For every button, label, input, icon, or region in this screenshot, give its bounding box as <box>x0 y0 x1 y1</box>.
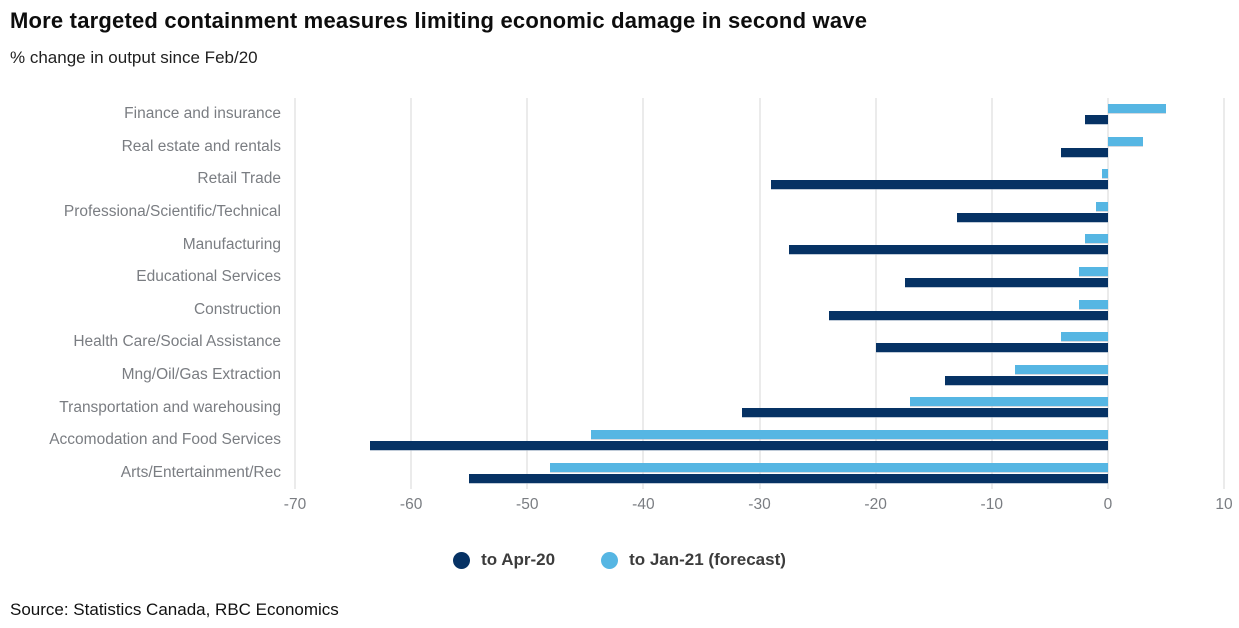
bar-jan-educational-services <box>1078 267 1108 276</box>
x-tick--70: -70 <box>283 496 307 514</box>
legend-label: to Apr-20 <box>481 550 556 570</box>
legend: to Apr-20 to Jan-21 (forecast) <box>10 550 1229 570</box>
bar-jan-mng-oil-gas-extraction <box>1014 364 1108 374</box>
bar-apr-accomodation-and-food-services <box>370 441 1108 450</box>
bar-group-finance-and-insurance <box>295 98 1224 131</box>
bar-group-real-estate-and-rentals <box>295 131 1224 164</box>
bar-jan-retail-trade <box>1102 169 1108 179</box>
x-tick-10: 10 <box>1215 496 1233 514</box>
source-note: Source: Statistics Canada, RBC Economics <box>10 600 339 620</box>
bar-jan-construction <box>1078 299 1108 309</box>
x-axis: -70 -60 -50 -40 -30 -20 -10 0 10 <box>284 496 1233 518</box>
category-label-professiona-scientific-technical: Professiona/Scientific/Technical <box>63 203 281 221</box>
category-label-mng-oil-gas-extraction: Mng/Oil/Gas Extraction <box>121 366 281 384</box>
bar-apr-transportation-and-warehousing <box>742 408 1108 418</box>
category-label-accomodation-and-food-services: Accomodation and Food Services <box>49 431 281 449</box>
x-tick--30: -30 <box>748 496 771 514</box>
x-tick--10: -10 <box>980 496 1003 514</box>
bar-group-educational-services <box>295 261 1224 294</box>
legend-swatch-icon <box>601 551 619 569</box>
category-label-finance-and-insurance: Finance and insurance <box>124 105 281 123</box>
bar-apr-mng-oil-gas-extraction <box>945 375 1108 385</box>
gridline--50 <box>526 98 529 489</box>
chart-title: More targeted containment measures limit… <box>10 8 868 33</box>
bar-jan-finance-and-insurance <box>1107 104 1166 113</box>
category-label-educational-services: Educational Services <box>136 268 281 286</box>
plot-area <box>294 98 1225 490</box>
bar-group-retail-trade <box>295 163 1224 196</box>
bar-apr-construction <box>829 310 1108 320</box>
x-tick--40: -40 <box>632 496 655 514</box>
category-label-health-care-social-assistance: Health Care/Social Assistance <box>73 333 281 351</box>
gridline--40 <box>642 98 645 489</box>
x-tick--50: -50 <box>516 496 539 514</box>
bar-jan-arts-entertainment-rec <box>550 462 1108 472</box>
bar-jan-manufacturing <box>1084 234 1108 244</box>
bar-jan-real-estate-and-rentals <box>1107 136 1143 146</box>
bar-apr-educational-services <box>904 278 1108 287</box>
legend-item-to-jan-21-forecast: to Jan-21 (forecast) <box>601 550 786 570</box>
category-label-manufacturing: Manufacturing <box>182 235 281 253</box>
bar-jan-transportation-and-warehousing <box>910 397 1108 407</box>
bar-group-mng-oil-gas-extraction <box>295 359 1224 392</box>
gridline-0 <box>1106 98 1109 489</box>
legend-item-to-apr-20: to Apr-20 <box>453 550 555 570</box>
bar-jan-accomodation-and-food-services <box>591 430 1108 439</box>
gridline--30 <box>758 98 761 489</box>
bar-apr-manufacturing <box>788 245 1108 255</box>
category-label-arts-entertainment-rec: Arts/Entertainment/Rec <box>120 463 281 481</box>
bar-jan-health-care-social-assistance <box>1061 332 1108 342</box>
bar-group-accomodation-and-food-services <box>295 424 1224 457</box>
gridline-10 <box>1223 98 1225 489</box>
bar-group-professiona-scientific-technical <box>295 196 1224 229</box>
category-axis: Finance and insurance Real estate and ren… <box>0 98 295 489</box>
bar-apr-arts-entertainment-rec <box>469 473 1108 483</box>
category-label-real-estate-and-rentals: Real estate and rentals <box>121 137 281 155</box>
legend-label: to Jan-21 (forecast) <box>629 550 786 570</box>
gridline--60 <box>410 98 413 489</box>
bar-apr-real-estate-and-rentals <box>1061 147 1108 157</box>
bar-apr-finance-and-insurance <box>1084 115 1108 124</box>
chart-area: Finance and insurance Real estate and ren… <box>0 98 1239 489</box>
x-tick--20: -20 <box>864 496 887 514</box>
bar-apr-retail-trade <box>771 180 1108 190</box>
bar-group-manufacturing <box>295 228 1224 261</box>
bar-apr-professiona-scientific-technical <box>956 212 1108 222</box>
category-label-transportation-and-warehousing: Transportation and warehousing <box>59 398 281 416</box>
gridline--20 <box>874 98 877 489</box>
category-label-construction: Construction <box>193 300 281 318</box>
gridline--70 <box>294 98 296 489</box>
x-tick--60: -60 <box>399 496 423 514</box>
x-tick-0: 0 <box>1103 496 1113 514</box>
category-label-retail-trade: Retail Trade <box>197 170 281 188</box>
bar-group-transportation-and-warehousing <box>295 391 1224 424</box>
bar-group-construction <box>295 294 1224 327</box>
bar-apr-health-care-social-assistance <box>875 343 1108 353</box>
gridline--10 <box>990 98 993 489</box>
bar-jan-professiona-scientific-technical <box>1096 201 1108 211</box>
legend-swatch-icon <box>453 551 471 569</box>
bar-group-arts-entertainment-rec <box>295 457 1224 490</box>
bar-group-health-care-social-assistance <box>295 326 1224 359</box>
chart-subtitle: % change in output since Feb/20 <box>10 48 258 67</box>
